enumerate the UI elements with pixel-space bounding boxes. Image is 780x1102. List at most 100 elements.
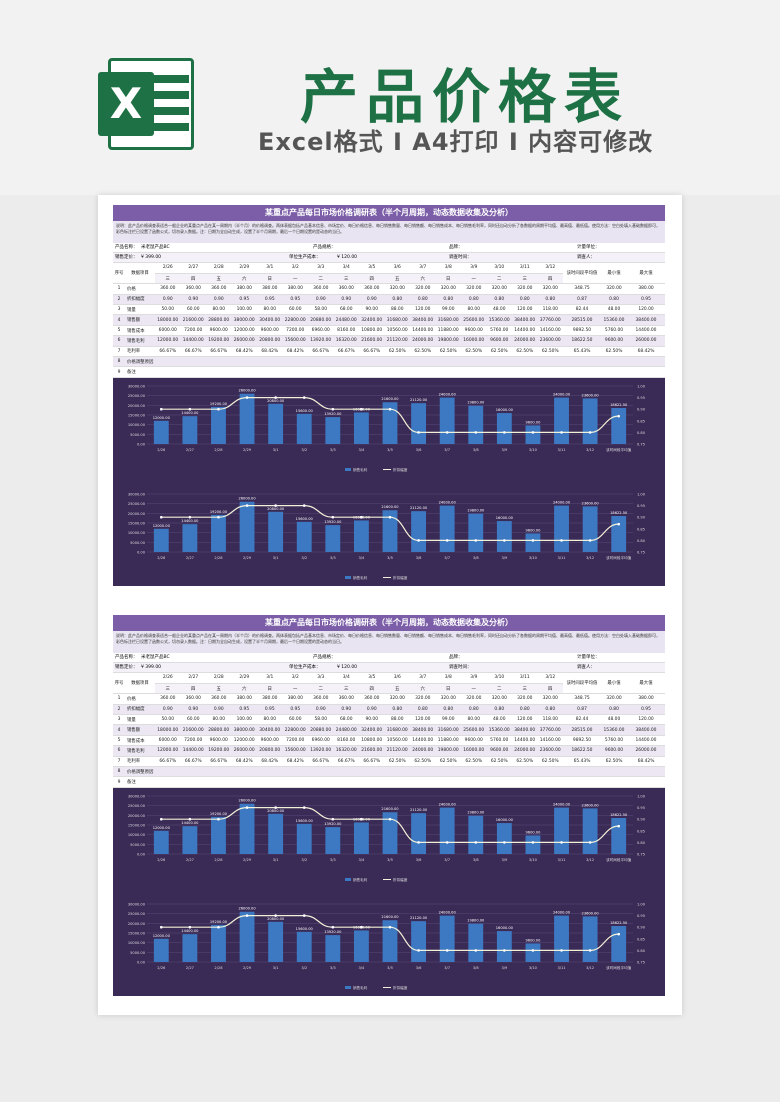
- sheet-block-2: 某重点产品每日市场价格调研表（半个月周期，动态数据收集及分析） 说明：此产品价格…: [113, 615, 665, 996]
- x-tick-label: 3/10: [529, 556, 538, 560]
- data-label: 20800.00: [267, 399, 285, 403]
- bar: [439, 397, 455, 444]
- line-point: [302, 806, 306, 809]
- min-cell: [601, 766, 627, 778]
- table-cell: 6000.00: [155, 735, 181, 747]
- table-cell: 60.00: [282, 304, 308, 316]
- data-label: 12000.00: [153, 826, 171, 830]
- y2-tick-label: 0.90: [637, 925, 646, 929]
- table-cell: 0.80: [461, 704, 487, 716]
- row-number: 6: [113, 335, 125, 347]
- data-label: 26000.00: [238, 799, 256, 803]
- y2-tick-label: 0.80: [637, 949, 646, 953]
- table-cell: 32400.00: [359, 724, 385, 736]
- bar: [211, 514, 226, 552]
- weekday-cell: 二: [308, 683, 334, 695]
- chart-1: 0.00 5000.00 10000.00 15000.00 20000.00 25000…: [113, 787, 665, 888]
- y2-tick-label: 0.80: [637, 539, 646, 543]
- line-point: [417, 948, 420, 952]
- table-row: 8 价格调整原因: [113, 766, 665, 778]
- date-header: 3/1: [257, 263, 283, 274]
- data-label: 16000.00: [496, 516, 514, 520]
- sheet-block-1: 某重点产品每日市场价格调研表（半个月周期，动态数据收集及分析） 说明：此产品价格…: [113, 205, 665, 586]
- table-cell: 88.00: [384, 304, 410, 316]
- bar: [268, 511, 284, 552]
- line-point: [331, 515, 335, 519]
- x-tick-label: 2/29: [243, 448, 252, 452]
- data-label: 20800.00: [267, 917, 285, 921]
- bar: [439, 915, 455, 962]
- table-cell: 0.80: [512, 704, 538, 716]
- table-cell: 90.00: [359, 714, 385, 726]
- table-cell: 10560.00: [384, 325, 410, 337]
- legend-bar-label: 销售毛利: [353, 877, 368, 882]
- y-tick-label: 5000.00: [130, 433, 146, 437]
- date-header: 3/10: [486, 673, 512, 684]
- bar: [353, 412, 369, 444]
- line-point: [560, 948, 563, 952]
- bar: [554, 397, 569, 444]
- x-tick-label: 3/12: [586, 858, 594, 862]
- table-cell: 0.90: [180, 294, 206, 306]
- data-label: 14400.00: [181, 519, 199, 523]
- row-number: 8: [113, 766, 125, 778]
- line-point: [188, 407, 192, 411]
- table-cell: 25600.00: [461, 314, 487, 326]
- line-point: [245, 504, 249, 507]
- data-label: 19200.00: [210, 920, 228, 924]
- table-cell: [359, 776, 385, 788]
- line-point: [474, 948, 478, 952]
- table-cell: 0.90: [308, 704, 334, 716]
- x-tick-label: 3/5: [387, 858, 393, 862]
- table-row: 1 价格 360.00 360.00 360.00 380.00 380.00 380.00 3…: [113, 283, 665, 295]
- data-label: 21120.00: [410, 916, 428, 920]
- weekday-cell: 二: [486, 683, 512, 695]
- legend-bar-label: 销售毛利: [353, 575, 368, 580]
- date-header-row: 序号 数据项目 2/26 2/27 2/28 2/29 3/1 3/2 3/3 3/4 3/5 3/6…: [113, 673, 665, 695]
- min-cell: 15360.00: [601, 724, 627, 736]
- table-cell: 14160.00: [537, 735, 563, 747]
- date-header: 2/26: [155, 263, 181, 274]
- min-cell: [601, 366, 627, 378]
- bar: [496, 520, 512, 552]
- avg-cell: 28515.00: [563, 314, 601, 326]
- table-cell: 320.00: [410, 693, 436, 705]
- sheet-title: 某重点产品每日市场价格调研表（半个月周期，动态数据收集及分析）: [113, 205, 665, 221]
- x-tick-label: 3/11: [557, 448, 565, 452]
- avg-header: 该时间段平均值: [563, 673, 601, 695]
- line-point: [388, 515, 392, 519]
- data-label: 21120.00: [410, 808, 428, 812]
- table-cell: 66.67%: [155, 346, 181, 358]
- data-label: 19800.00: [467, 919, 485, 923]
- date-header: 3/7: [410, 263, 436, 274]
- line-point: [217, 817, 220, 821]
- line-point: [274, 504, 277, 507]
- y-tick-label: 15000.00: [128, 413, 146, 417]
- date-header: 3/3: [308, 673, 334, 684]
- table-cell: 80.00: [206, 714, 232, 726]
- table-row: 9 备注: [113, 776, 665, 788]
- x-tick-label: 2/28: [214, 858, 223, 862]
- table-cell: 21600.00: [180, 314, 206, 326]
- survey-time-label: 调查时间：: [449, 665, 472, 670]
- y-tick-label: 30000.00: [128, 384, 146, 388]
- weekday-cell: 日: [435, 683, 461, 695]
- row-label: 毛利率: [125, 756, 155, 768]
- table-cell: [206, 356, 232, 368]
- data-label: 14400.00: [181, 929, 199, 933]
- min-cell: 48.00: [601, 714, 627, 726]
- min-cell: 62.50%: [601, 346, 627, 358]
- table-cell: 0.90: [155, 294, 181, 306]
- table-cell: 38400.00: [410, 724, 436, 736]
- y2-tick-label: 0.75: [637, 550, 645, 554]
- table-cell: [537, 776, 563, 788]
- data-label: 24000.00: [439, 392, 457, 396]
- table-cell: 380.00: [282, 283, 308, 295]
- table-cell: 38400.00: [512, 724, 538, 736]
- date-header: 3/4: [333, 263, 359, 274]
- data-label: 19800.00: [467, 509, 485, 513]
- table-cell: 66.67%: [308, 756, 334, 768]
- weekday-cell: 一: [461, 683, 487, 695]
- weekday-cell: 一: [282, 273, 308, 285]
- x-tick-label: 3/8: [473, 966, 479, 970]
